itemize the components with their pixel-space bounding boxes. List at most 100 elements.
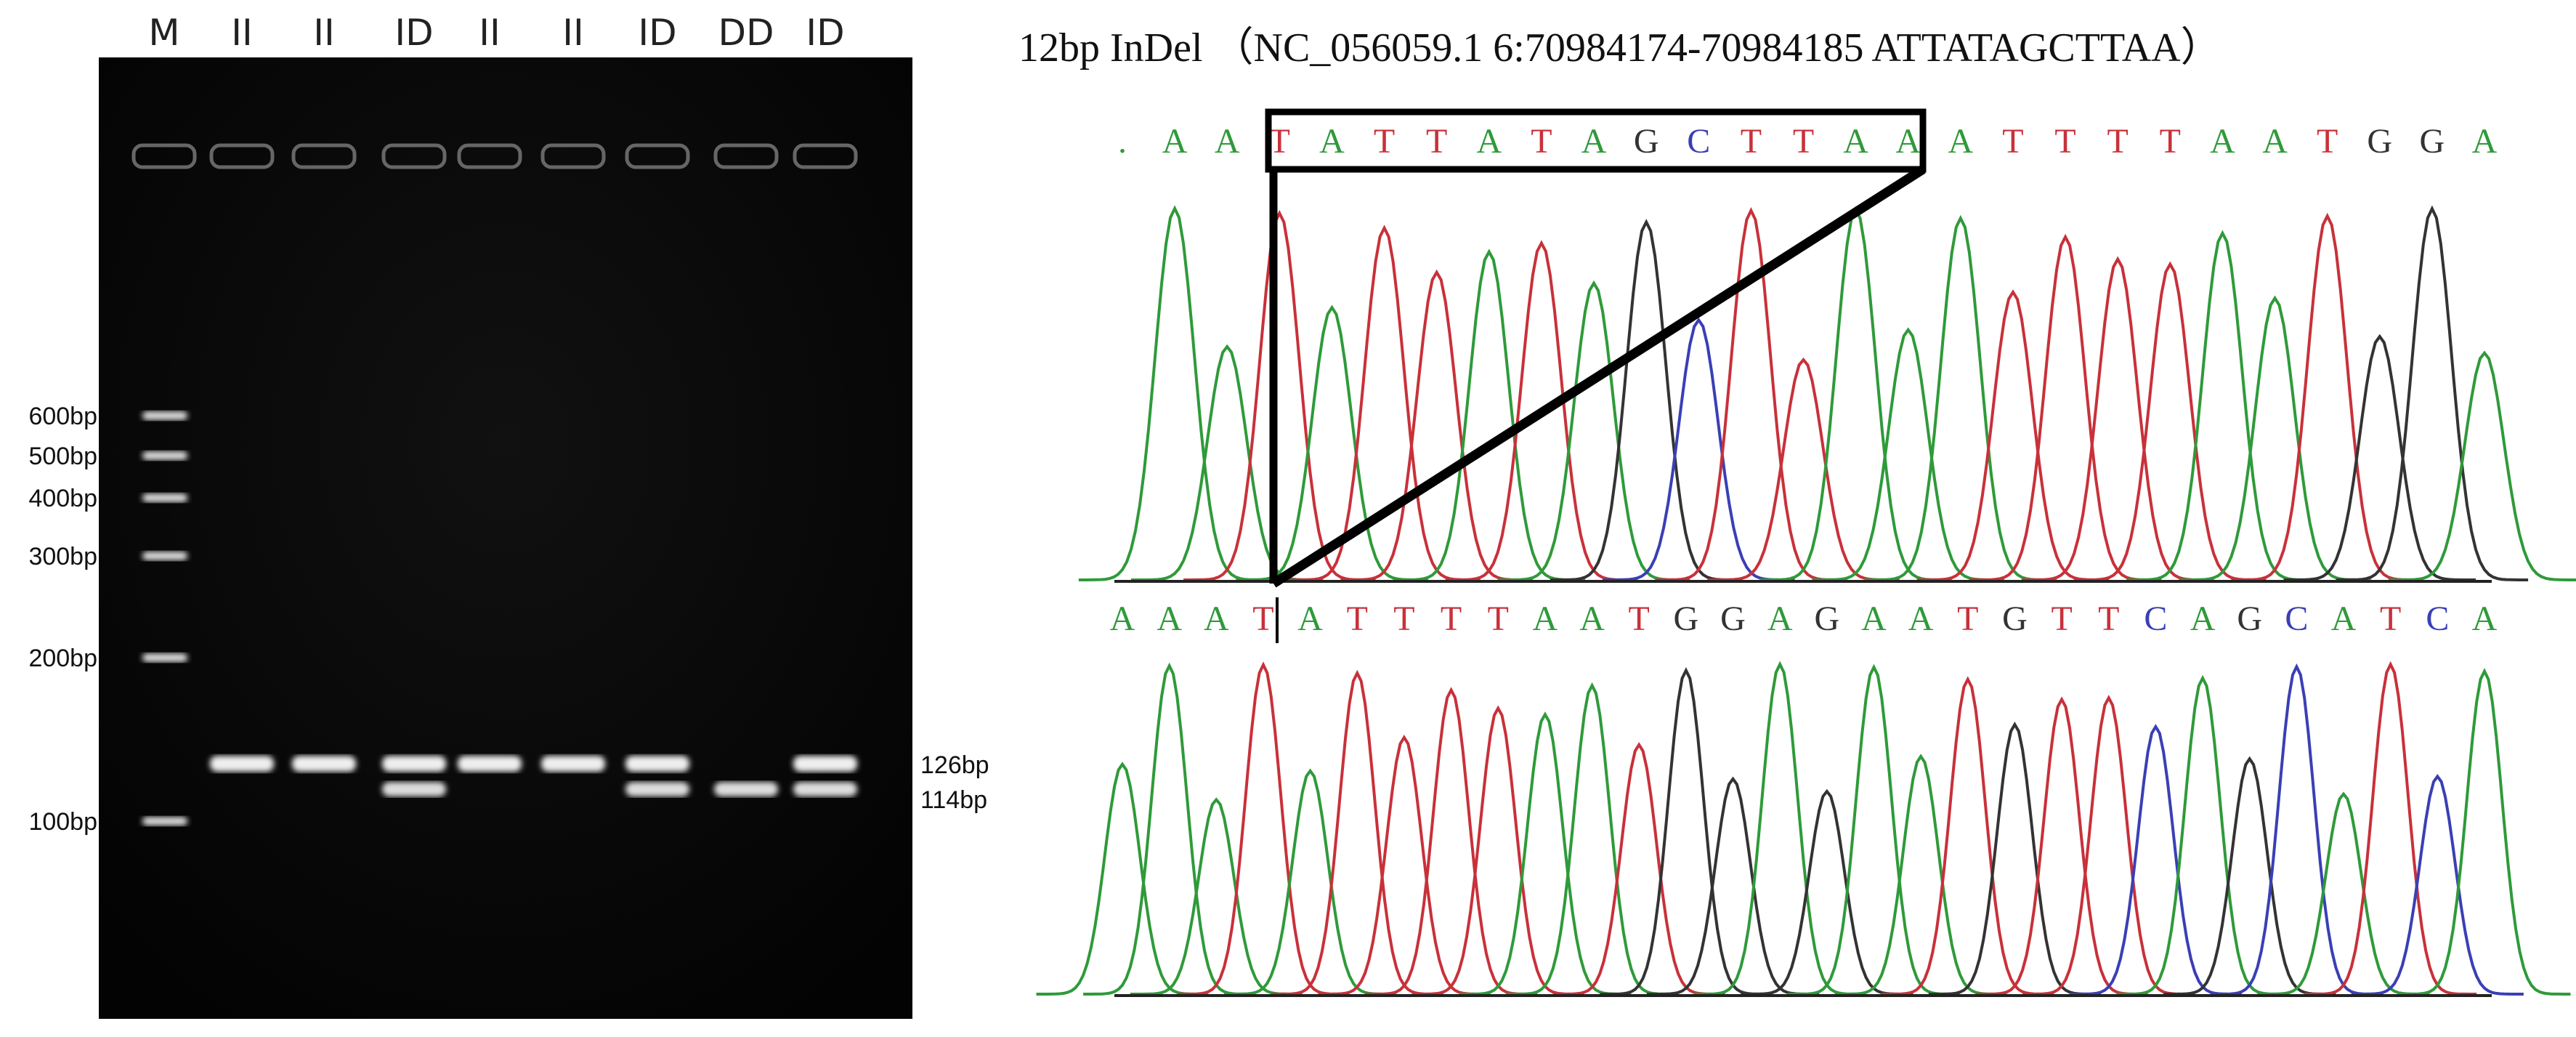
ladder-band <box>142 653 187 662</box>
gel-image <box>99 57 912 1019</box>
ladder-band <box>142 493 187 502</box>
base-letter: G <box>1634 122 1659 161</box>
base-letter: G <box>1720 600 1746 638</box>
trace-peak <box>2126 230 2319 581</box>
base-letter: A <box>1843 122 1868 161</box>
base-letter: A <box>1157 600 1182 638</box>
ladder-band <box>142 817 187 826</box>
trace-peak <box>2283 334 2476 581</box>
lane-label: II <box>562 12 584 54</box>
base-letter: T <box>1393 600 1414 638</box>
band <box>793 756 857 772</box>
band-label: 114bp <box>920 786 987 814</box>
trace-peak <box>2351 773 2524 996</box>
base-letter: C <box>2144 600 2167 638</box>
base-letter: A <box>1476 122 1502 161</box>
base-letter: T <box>2107 122 2129 161</box>
trace-peak <box>2210 663 2383 996</box>
trace-peak <box>1506 682 1679 996</box>
marker-label: 200bp <box>28 645 97 672</box>
lane-label: ID <box>394 12 433 54</box>
well <box>381 143 447 169</box>
marker-label: 300bp <box>28 543 97 570</box>
lane-label: II <box>231 12 253 54</box>
band <box>382 756 446 772</box>
base-letter: T <box>1426 122 1447 161</box>
base-letter: C <box>1687 122 1710 161</box>
base-letter: A <box>1215 122 1240 161</box>
trace-peak <box>2304 661 2477 996</box>
lane-label: ID <box>638 12 676 54</box>
base-letter: A <box>1895 122 1921 161</box>
trace-peak <box>1655 207 1847 581</box>
marker-label: 600bp <box>28 403 97 430</box>
base-letter: . <box>1118 122 1127 161</box>
deletion-box <box>1265 108 1927 173</box>
indel-line <box>1271 165 1926 588</box>
base-letter: A <box>1579 600 1605 638</box>
well <box>713 143 779 169</box>
ladder-band <box>142 552 187 560</box>
trace-peak <box>1083 662 1256 996</box>
base-letter: T <box>1441 600 1462 638</box>
band <box>458 756 522 772</box>
base-letter: A <box>2331 600 2357 638</box>
trace-peak <box>2398 668 2571 996</box>
trace-peak <box>1271 669 1443 996</box>
trace-peak <box>2074 261 2267 581</box>
base-letter: A <box>2472 122 2498 161</box>
base-letter: A <box>1110 600 1135 638</box>
trace-peak <box>1078 205 1271 581</box>
base-letter: A <box>1162 122 1188 161</box>
base-letter: T <box>1374 122 1395 161</box>
base-letter: A <box>1319 122 1345 161</box>
trace-peak <box>1707 357 1900 581</box>
base-letter: T <box>2160 122 2181 161</box>
base-letter: A <box>2190 600 2216 638</box>
base-letter: T <box>2317 122 2338 161</box>
sequencing-title: 12bp InDel （NC_056059.1 6:70984174-70984… <box>1018 25 2221 70</box>
base-letter: A <box>2472 600 2498 638</box>
band <box>625 782 689 796</box>
base-letter: G <box>2237 600 2262 638</box>
ladder-band <box>142 411 187 420</box>
marker-label: 100bp <box>28 808 97 836</box>
base-letter: A <box>1533 600 1558 638</box>
base-letter: T <box>1741 122 1762 161</box>
trace-peak <box>1445 240 1638 581</box>
band <box>210 756 274 772</box>
base-letter: A <box>1767 600 1793 638</box>
lane-label: ID <box>806 12 844 54</box>
trace-peak <box>1600 667 1773 996</box>
trace-peak <box>1550 219 1743 581</box>
band <box>625 756 689 772</box>
trace-peak <box>1787 663 1960 996</box>
trace-peak <box>1130 797 1303 996</box>
base-letter: T <box>1957 600 1978 638</box>
well <box>625 143 690 169</box>
well <box>793 143 858 169</box>
well <box>540 143 606 169</box>
base-letter: T <box>1252 600 1273 638</box>
base-letter: A <box>1297 600 1323 638</box>
base-letter: A <box>1908 600 1934 638</box>
base-letter: T <box>1269 122 1290 161</box>
trace-peak <box>1864 214 2057 581</box>
base-letter: G <box>1814 600 1839 638</box>
trace-peak <box>1288 225 1481 581</box>
base-letter: G <box>2002 600 2028 638</box>
band <box>793 782 857 796</box>
trace-peak <box>1340 269 1533 581</box>
base-letter: T <box>2098 600 2119 638</box>
trace-peak <box>1131 344 1324 581</box>
lane-label: II <box>313 12 335 54</box>
base-letter: G <box>2367 122 2392 161</box>
marker-label: 400bp <box>28 485 97 512</box>
well <box>291 143 357 169</box>
trace-peak <box>2231 212 2423 581</box>
base-letter: T <box>1488 600 1509 638</box>
trace-peak <box>2336 205 2529 581</box>
base-letter: C <box>2285 600 2308 638</box>
